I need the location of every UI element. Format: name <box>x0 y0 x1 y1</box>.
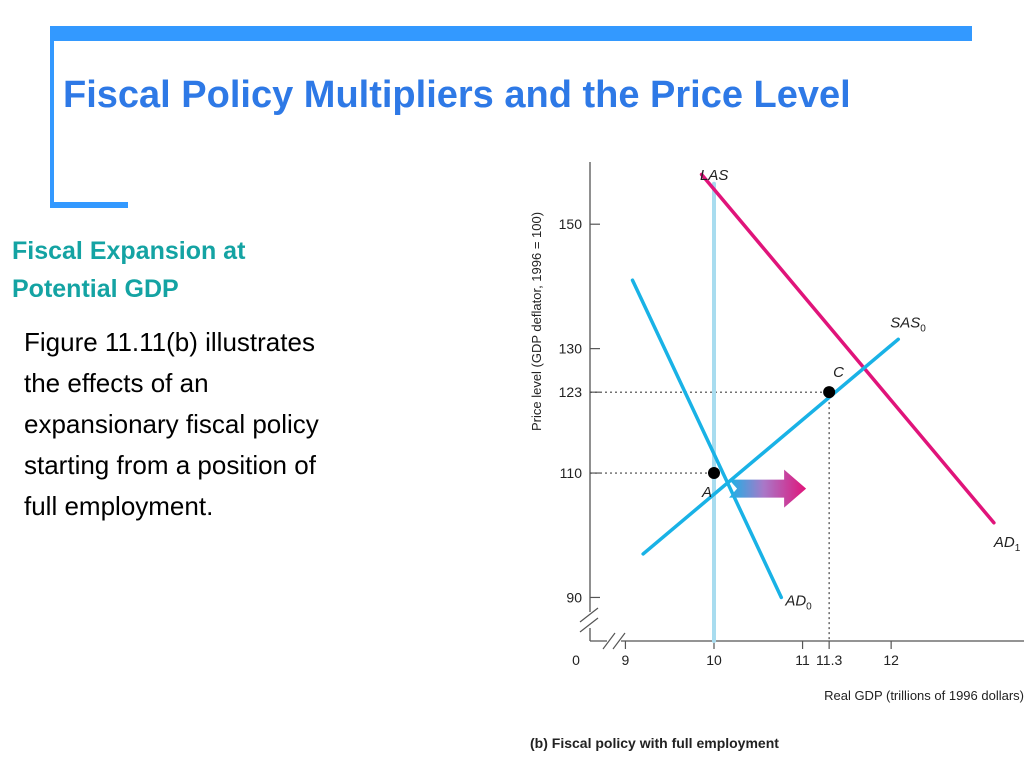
x-tick-label: 10 <box>706 652 722 668</box>
x-tick-label: 11 <box>795 652 810 668</box>
curve-ad0 <box>630 278 784 600</box>
equilibrium-label-c: C <box>833 364 844 381</box>
title-accent-bar-top <box>52 26 972 41</box>
y-axis-break-mark <box>579 617 599 633</box>
origin-label: 0 <box>572 652 580 668</box>
x-axis-break-gap <box>607 633 621 649</box>
curve-sas0 <box>641 337 900 556</box>
x-axis-break-mark <box>602 632 616 650</box>
y-axis-title: Price level (GDP deflator, 1996 = 100) <box>529 212 544 431</box>
curve-label-sas0: SAS0 <box>890 314 926 334</box>
equilibrium-label-a: A <box>701 484 712 501</box>
y-tick-label: 130 <box>559 341 583 357</box>
x-axis-title: Real GDP (trillions of 1996 dollars) <box>824 688 1024 703</box>
equilibrium-point-c <box>823 386 836 399</box>
fiscal-policy-chart: 90 110 123 130 150 9 10 11 11.3 12 0 Price level (G… <box>529 162 1024 751</box>
equilibrium-point-a <box>708 467 720 480</box>
curve-label-las: LAS <box>700 167 728 184</box>
title-accent-bar-left <box>50 26 54 206</box>
x-tick-label: 9 <box>622 652 630 668</box>
slide-title: Fiscal Policy Multipliers and the Price … <box>63 74 851 116</box>
y-tick-label: 110 <box>560 465 583 481</box>
y-axis-break-mark <box>579 607 599 623</box>
x-tick-label: 11.3 <box>816 652 842 668</box>
x-axis-break-mark <box>612 632 626 650</box>
y-tick-label: 150 <box>559 216 583 232</box>
curve-label-ad0: AD0 <box>784 592 812 612</box>
slide-body-text: Figure 11.11(b) illustrates the effects … <box>24 327 319 521</box>
chart-caption: (b) Fiscal policy with full employment <box>530 735 779 751</box>
ad-shift-arrow <box>729 469 807 508</box>
x-tick-label: 12 <box>883 652 899 668</box>
curve-ad1 <box>699 172 996 525</box>
y-tick-label: 123 <box>559 384 583 400</box>
title-accent-bar-bottom <box>50 202 128 208</box>
curve-label-ad1: AD1 <box>993 534 1021 554</box>
slide-subtitle: Fiscal Expansion at Potential GDP <box>12 237 246 303</box>
y-tick-label: 90 <box>566 589 582 605</box>
y-axis-break-gap <box>582 612 598 628</box>
